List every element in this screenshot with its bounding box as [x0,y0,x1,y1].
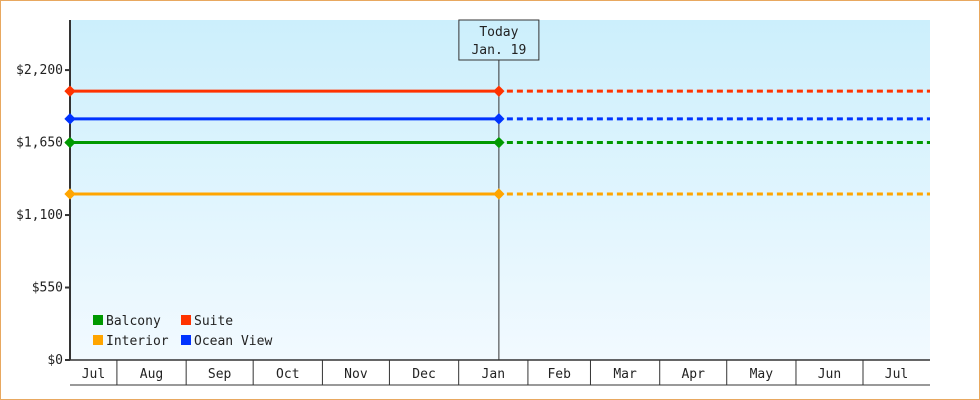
x-month-label: Apr [681,367,705,382]
legend-swatch-suite [181,315,191,325]
series-point-balcony [493,136,505,149]
legend-label: Balcony [106,314,161,329]
legend-label: Interior [106,334,169,349]
x-month-label: Nov [344,367,368,382]
legend-label: Suite [194,314,233,329]
y-tick-label: $1,650 [16,136,63,151]
x-month-label: Jul [885,367,908,382]
x-month-label: Jan [482,367,505,382]
x-month-label: Dec [412,367,435,382]
y-tick-label: $0 [47,353,63,368]
x-month-label: Feb [547,367,571,382]
legend-swatch-interior [93,335,103,345]
legend-label: Ocean View [194,334,272,349]
y-tick-label: $2,200 [16,63,63,78]
today-box [458,19,540,61]
x-month-label: Jul [82,367,105,382]
x-month-label: Mar [613,367,637,382]
x-month-label: May [750,367,774,382]
x-month-label: Oct [276,367,299,382]
x-month-label: Jun [818,367,841,382]
x-month-label: Sep [208,367,232,382]
y-tick-label: $550 [32,281,63,296]
x-month-label: Aug [140,367,163,382]
today-label: Today [479,25,518,40]
legend-swatch-ocean-view [181,335,191,345]
today-date: Jan. 19 [471,43,526,58]
legend-swatch-balcony [93,315,103,325]
series-point-interior [493,188,505,200]
y-tick-label: $1,100 [16,208,63,223]
